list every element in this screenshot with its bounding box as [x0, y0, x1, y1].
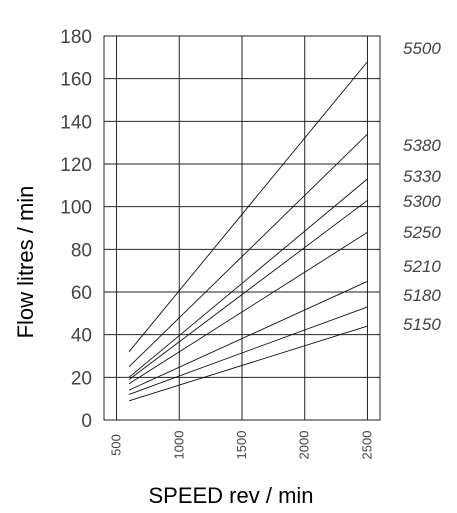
y-tick-label: 160 [60, 70, 92, 91]
series-label-5150: 5150 [403, 315, 441, 334]
y-tick-label: 180 [60, 27, 92, 48]
x-tick-label: 1000 [171, 431, 186, 460]
y-tick-label: 140 [60, 112, 92, 133]
x-tick-label: 500 [109, 434, 124, 456]
x-tick-label: 1500 [234, 431, 249, 460]
series-label-layer: 5500 5380 5330 5300 5250 5210 5180 5150 [403, 39, 441, 334]
series-label-5500: 5500 [403, 39, 441, 58]
series-line-5150 [129, 326, 367, 401]
series-line-5330 [129, 179, 367, 377]
series-line-5380 [129, 134, 367, 367]
y-tick-label: 100 [60, 198, 92, 219]
series-line-5300 [129, 200, 367, 379]
series-label-5180: 5180 [403, 286, 441, 305]
y-tick-label: 40 [71, 326, 92, 347]
series-line-5210 [129, 281, 367, 390]
tick-layer: 0 20 40 60 80 100 120 140 160 180 500 1000 1500 2000 2… [60, 27, 374, 459]
y-tick-label: 80 [71, 240, 92, 261]
x-tick-label: 2500 [359, 431, 374, 460]
series-label-5210: 5210 [403, 257, 441, 276]
series-label-5250: 5250 [403, 223, 441, 242]
y-tick-label: 20 [71, 368, 92, 389]
y-tick-label: 60 [71, 283, 92, 304]
x-tick-label: 2000 [297, 431, 312, 460]
x-axis-title: SPEED rev / min [148, 483, 313, 508]
y-tick-label: 0 [81, 411, 92, 432]
series-line-5180 [129, 307, 367, 395]
series-label-5380: 5380 [403, 136, 441, 155]
grid-layer [104, 36, 380, 420]
y-axis-title: Flow litres / min [13, 186, 38, 339]
y-tick-label: 120 [60, 155, 92, 176]
series-layer [129, 62, 367, 401]
series-label-5300: 5300 [403, 192, 441, 211]
series-label-5330: 5330 [403, 167, 441, 186]
